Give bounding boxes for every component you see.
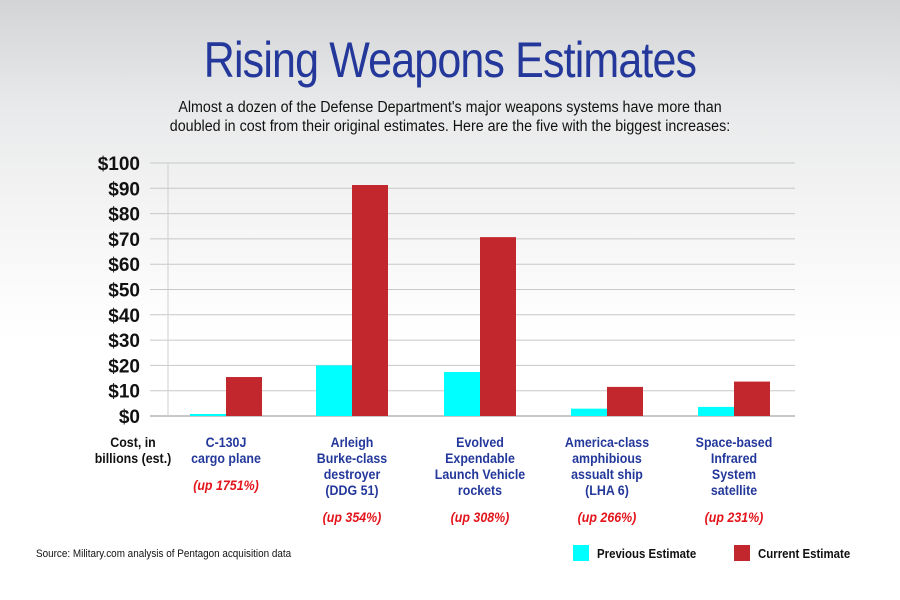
y-axis-label-line-1: Cost, in [110, 435, 156, 450]
category-label-line: Infrared [710, 451, 758, 466]
category-label-line: rockets [457, 483, 503, 498]
category-label-line: Space-based [695, 435, 773, 450]
category-label-line: destroyer [323, 467, 381, 482]
y-tick-label: $100 [98, 154, 140, 175]
subtitle-line-2: doubled in cost from their original esti… [169, 118, 731, 135]
y-tick-label: $90 [108, 179, 140, 200]
category-label-line: (LHA 6) [585, 483, 629, 498]
category-label-line: satellite [710, 483, 758, 498]
bar-previous-estimate [444, 371, 480, 416]
category-label: America-class amphibious assualt ship (LHA … [547, 435, 667, 526]
increase-percent-label: (up 308%) [450, 510, 510, 525]
legend-swatch-previous [573, 545, 589, 561]
category-label-line: Evolved [456, 435, 504, 450]
category-label-line: Burke-class [316, 451, 388, 466]
y-tick-label: $70 [108, 230, 140, 251]
y-tick-label: $0 [119, 407, 140, 428]
category-label-line: System [711, 467, 757, 482]
bar-previous-estimate [698, 406, 734, 416]
category-label-line: assualt ship [571, 467, 643, 482]
category-label: Arleigh Burke-class destroyer (DDG 51) (up 3… [292, 435, 412, 526]
category-label-line: cargo plane [191, 451, 261, 466]
y-tick-label: $10 [108, 382, 140, 403]
y-tick-label: $40 [108, 306, 140, 327]
increase-percent-label: (up 354%) [322, 510, 382, 525]
bar-current-estimate [226, 377, 262, 416]
bar-previous-estimate [571, 408, 607, 416]
bar-current-estimate [607, 386, 643, 416]
category-label-line: Launch Vehicle [434, 467, 526, 482]
legend-label-current: Current Estimate [758, 545, 851, 561]
increase-percent-label: (up 266%) [577, 510, 637, 525]
category-label-line: Expendable [445, 451, 515, 466]
category-label: Space-based Infrared System satellite (up 23… [674, 435, 794, 526]
legend-item-current: Current Estimate [734, 545, 863, 561]
y-axis-label-line-2: billions (est.) [94, 451, 172, 466]
y-tick-label: $30 [108, 331, 140, 352]
y-tick-label: $20 [108, 356, 140, 377]
bar-current-estimate [352, 185, 388, 416]
category-label-line: amphibious [572, 451, 642, 466]
bar-current-estimate [480, 237, 516, 416]
legend-item-previous: Previous Estimate [573, 545, 710, 561]
chart-title: Rising Weapons Estimates [203, 32, 697, 88]
category-label-line: America-class [564, 435, 650, 450]
category-label: C-130J cargo plane (up 1751%) [166, 435, 286, 494]
increase-percent-label: (up 1751%) [193, 478, 259, 493]
bar-previous-estimate [316, 365, 352, 416]
y-tick-label: $80 [108, 205, 140, 226]
legend-swatch-current [734, 545, 750, 561]
category-label-line: (DDG 51) [325, 483, 379, 498]
chart-subtitle: Almost a dozen of the Defense Department… [36, 98, 864, 136]
source-note: Source: Military.com analysis of Pentago… [36, 548, 292, 560]
bar-previous-estimate [190, 413, 226, 416]
category-label: Evolved Expendable Launch Vehicle rockets (u… [420, 435, 540, 526]
increase-percent-label: (up 231%) [704, 510, 764, 525]
bar-current-estimate [734, 381, 770, 416]
category-label-line: Arleigh [330, 435, 374, 450]
category-label-line: C-130J [205, 435, 247, 450]
y-tick-label: $60 [108, 255, 140, 276]
subtitle-line-1: Almost a dozen of the Defense Department… [178, 99, 722, 116]
legend-label-previous: Previous Estimate [597, 545, 697, 561]
y-tick-label: $50 [108, 281, 140, 302]
y-axis-label: Cost, in billions (est.) [82, 435, 183, 467]
